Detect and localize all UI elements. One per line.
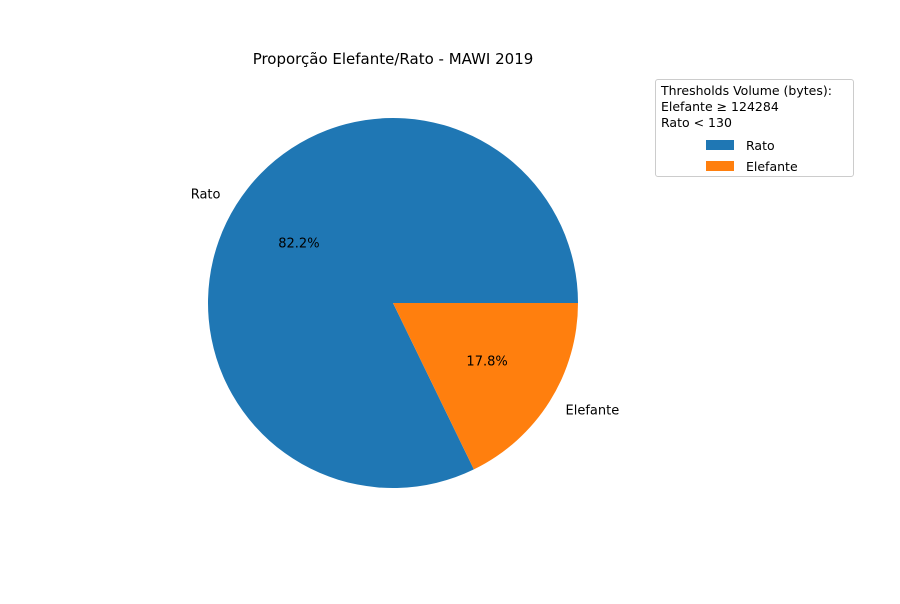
legend-swatch-rato: [706, 140, 734, 150]
pie-labels: Rato 82.2% Elefante 17.8%: [191, 188, 619, 419]
legend-title-line: Elefante ≥ 124284: [661, 99, 779, 114]
slice-pct-rato: 82.2%: [278, 237, 319, 252]
legend-swatch-elefante: [706, 161, 734, 171]
legend-label-rato: Rato: [746, 137, 775, 153]
legend: Thresholds Volume (bytes): Elefante ≥ 12…: [655, 79, 854, 177]
slice-label-elefante: Elefante: [566, 403, 620, 418]
legend-label-elefante: Elefante: [746, 158, 798, 174]
legend-title: Thresholds Volume (bytes): Elefante ≥ 12…: [661, 83, 832, 131]
legend-entry-elefante: Elefante: [706, 158, 798, 174]
legend-title-line: Rato < 130: [661, 115, 732, 130]
slice-label-rato: Rato: [191, 188, 221, 203]
pie-slice-rato: [208, 118, 578, 489]
chart-title: Proporção Elefante/Rato - MAWI 2019: [253, 50, 534, 68]
legend-title-line: Thresholds Volume (bytes):: [661, 83, 832, 98]
legend-entry-rato: Rato: [706, 137, 775, 153]
pie-slice-elefante: [393, 303, 578, 470]
pie-slices: [208, 118, 578, 489]
slice-pct-elefante: 17.8%: [466, 354, 507, 369]
